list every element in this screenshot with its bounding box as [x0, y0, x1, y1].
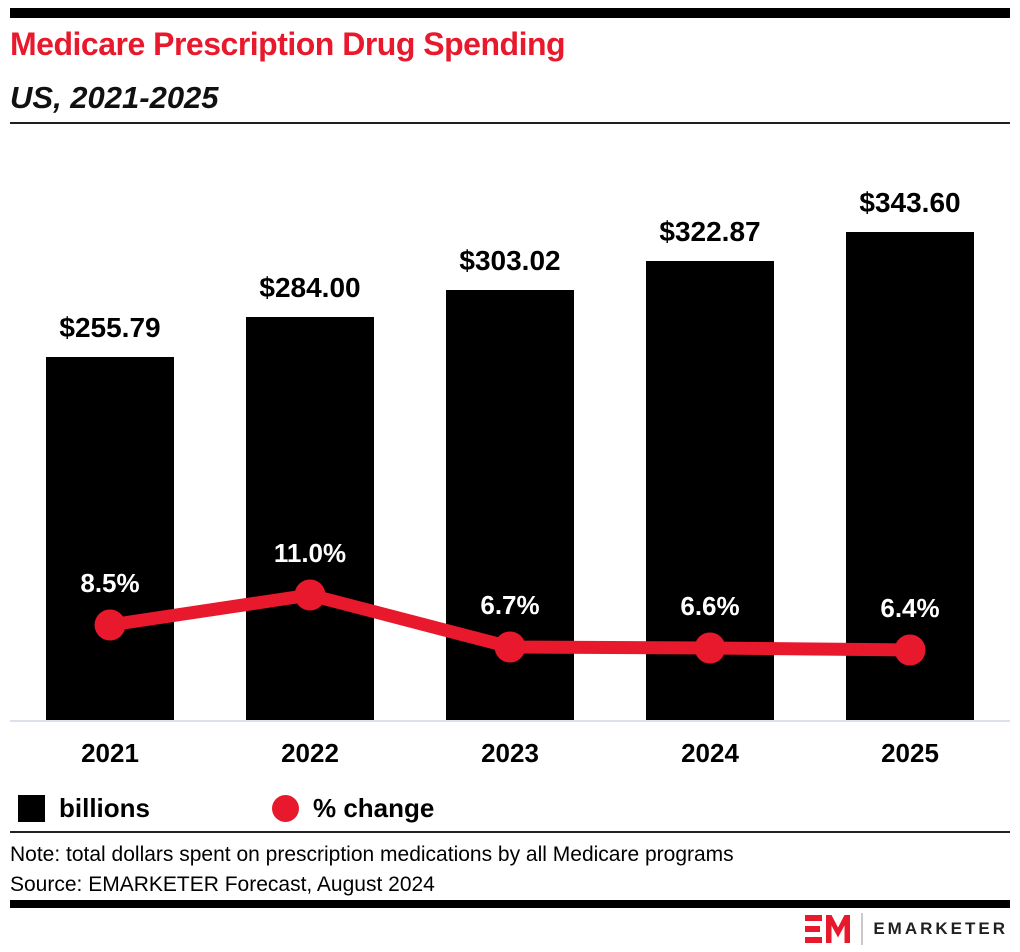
- logo-divider: [861, 913, 864, 945]
- bar-2025: [846, 232, 974, 722]
- bar-value-label: $303.02: [459, 245, 561, 276]
- line-value-label: 6.7%: [480, 590, 540, 620]
- chart-legend: billions % change: [18, 793, 434, 824]
- bar-2021: [46, 357, 174, 722]
- line-value-label: 6.6%: [680, 591, 740, 621]
- emarketer-logo: EMARKETER: [805, 913, 1008, 945]
- bottom-accent-bar: [10, 900, 1010, 908]
- line-value-label: 11.0%: [273, 538, 347, 568]
- legend-label: billions: [59, 793, 150, 823]
- legend-item-pct-change: % change: [272, 793, 434, 824]
- bar-2022: [246, 317, 374, 722]
- header-divider: [10, 122, 1010, 124]
- x-axis-tick-2024: 2024: [681, 738, 739, 768]
- logo-wordmark: EMARKETER: [873, 919, 1008, 938]
- bar-value-label: $255.79: [59, 312, 161, 343]
- bar-value-label: $284.00: [259, 272, 361, 303]
- bar-value-label: $322.87: [659, 216, 761, 247]
- source-text: Source: EMARKETER Forecast, August 2024: [10, 873, 435, 896]
- x-axis-tick-2023: 2023: [481, 738, 539, 768]
- chart-subtitle: US, 2021-2025: [10, 80, 219, 115]
- line-value-label: 8.5%: [80, 568, 140, 598]
- bar-series-swatch-icon: [18, 795, 45, 822]
- x-axis-tick-2025: 2025: [881, 738, 939, 768]
- legend-item-billions: billions: [18, 793, 150, 824]
- bar-2023: [446, 290, 574, 722]
- legend-label: % change: [313, 793, 435, 823]
- bar-2024: [646, 261, 774, 722]
- line-series-swatch-icon: [272, 795, 299, 822]
- bar-value-label: $343.60: [859, 187, 961, 218]
- line-value-label: 6.4%: [880, 593, 940, 623]
- x-axis-tick-2021: 2021: [81, 738, 139, 768]
- emarketer-monogram-icon: [805, 915, 851, 943]
- x-axis-tick-2022: 2022: [281, 738, 339, 768]
- top-accent-bar: [10, 8, 1010, 18]
- footer-divider: [10, 831, 1010, 833]
- chart-title: Medicare Prescription Drug Spending: [10, 26, 566, 62]
- note-text: Note: total dollars spent on prescriptio…: [10, 843, 734, 866]
- x-axis-line: [10, 720, 1010, 722]
